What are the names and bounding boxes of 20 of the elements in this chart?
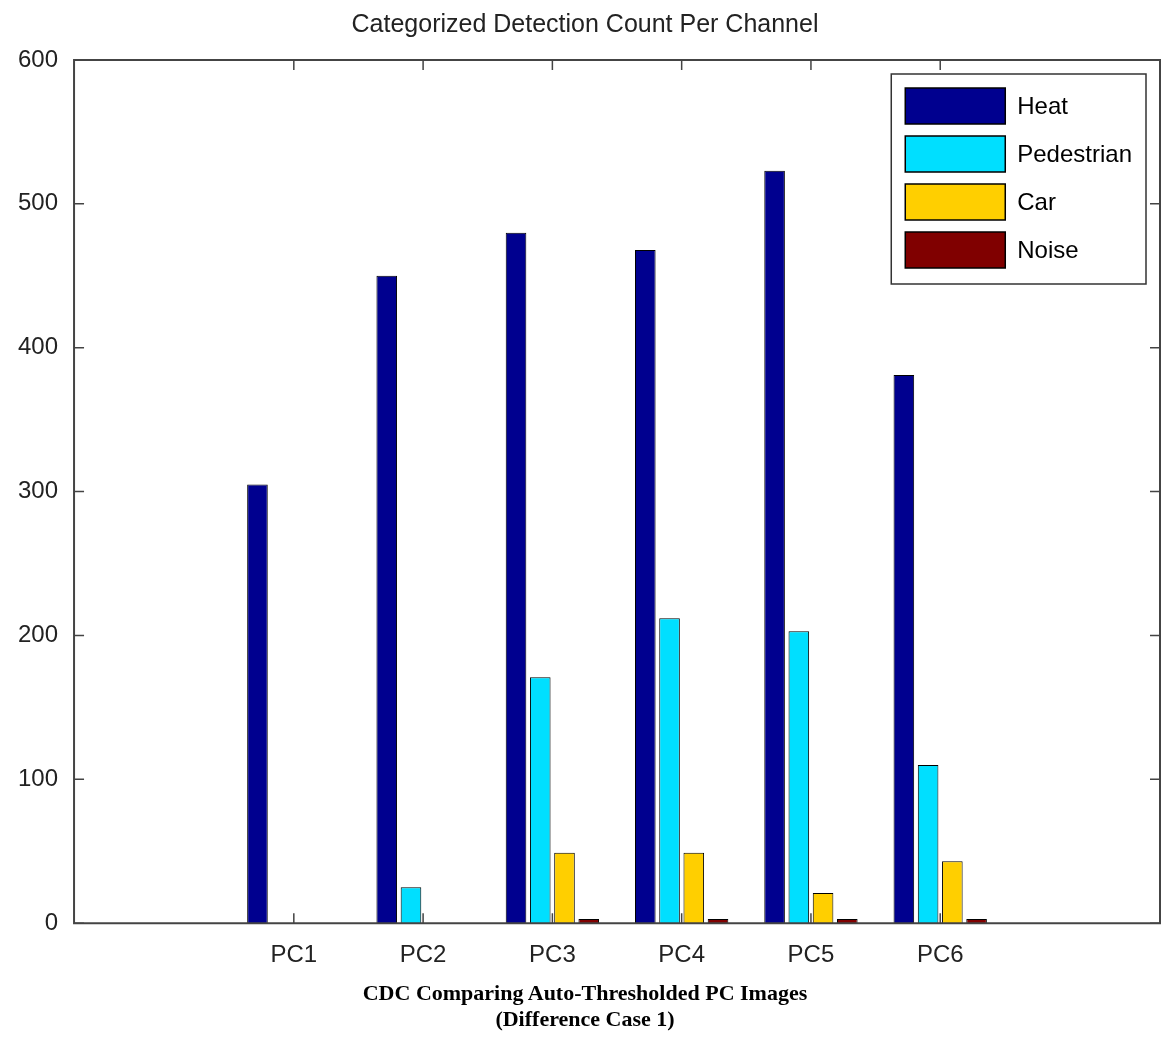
text: (Difference Case 1) bbox=[494, 1006, 676, 1032]
x-tick-label: PC2 bbox=[399, 940, 447, 968]
x-tick-label: PC6 bbox=[916, 940, 964, 968]
legend-label: Pedestrian bbox=[1017, 139, 1133, 167]
legend-label: Car bbox=[1017, 187, 1056, 215]
x-tick-label: PC3 bbox=[529, 940, 576, 968]
y-tick-label: 500 bbox=[18, 188, 59, 216]
y-tick-label: 400 bbox=[18, 332, 59, 360]
y-tick-label: 100 bbox=[18, 763, 59, 791]
legend-label: Heat bbox=[1017, 91, 1069, 119]
y-tick-label: 600 bbox=[18, 44, 59, 72]
text: CDC Comparing Auto-Thresholded PC Images bbox=[361, 980, 809, 1006]
legend-label: Noise bbox=[1017, 235, 1079, 263]
x-tick-label: PC5 bbox=[787, 940, 835, 968]
chart-title: Categorized Detection Count Per Channel bbox=[351, 8, 819, 37]
y-tick-label: 300 bbox=[18, 476, 59, 504]
y-tick-label: 0 bbox=[44, 907, 59, 935]
x-tick-label: PC1 bbox=[270, 940, 318, 968]
y-tick-label: 200 bbox=[18, 620, 59, 648]
x-tick-label: PC4 bbox=[658, 940, 706, 968]
